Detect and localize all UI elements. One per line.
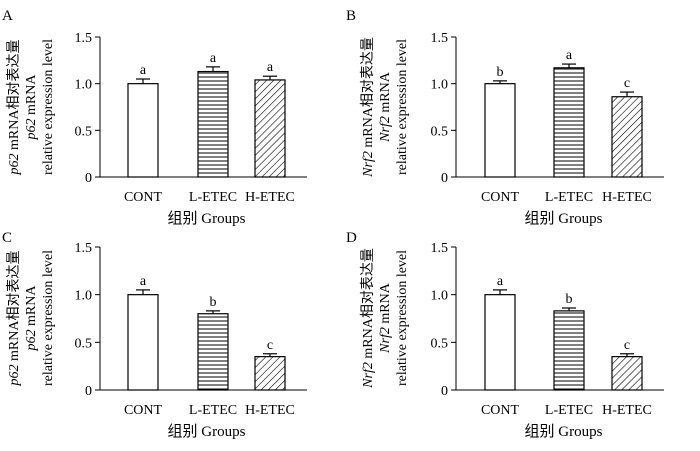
bar-cont (127, 83, 159, 178)
panel-letter: C (2, 230, 12, 246)
chart-panel-a: A 0 0.5 1.0 1.5 a CONT a L-ETEC a H-ETEC 组别 Groups p… (2, 8, 307, 227)
panel-letter: B (346, 8, 356, 24)
x-tick-label: H-ETEC (245, 190, 295, 205)
y-axis-title-gene: Nrf2 mRNA (378, 282, 393, 354)
y-tick-label: 0 (441, 384, 448, 399)
y-tick-label: 1.5 (75, 31, 93, 46)
y-axis-title-gene: Nrf2 mRNA (378, 71, 393, 143)
bar-h-etec (254, 79, 286, 178)
y-axis-title-gene: p62 mRNA (24, 74, 39, 141)
bar-l-etec (553, 67, 585, 178)
y-tick-label: 1.0 (431, 78, 449, 93)
x-axis-title: 组别 Groups (168, 423, 246, 440)
y-axis-title-cn: Nrf2 mRNA相对表达量 (360, 248, 376, 389)
y-tick-label: 1.5 (431, 241, 449, 256)
panel-letter: A (2, 8, 13, 24)
y-axis-title-cn: p62 mRNA相对表达量 (6, 40, 22, 176)
x-tick-label: L-ETEC (545, 190, 593, 205)
y-axis-title-cn: Nrf2 mRNA相对表达量 (360, 37, 376, 178)
y-tick-label: 0 (85, 384, 92, 399)
bar-h-etec (254, 356, 286, 391)
significance-letter: b (497, 65, 504, 80)
significance-letter: a (497, 274, 504, 289)
x-tick-label: L-ETEC (545, 403, 593, 418)
bar-cont (127, 294, 159, 391)
significance-letter: c (624, 76, 630, 91)
x-axis-title: 组别 Groups (168, 210, 246, 227)
y-axis-title-en: relative expression level (41, 39, 56, 175)
y-tick-label: 0.5 (431, 336, 449, 351)
y-tick-label: 0.5 (75, 336, 93, 351)
y-tick-label: 1.0 (75, 78, 93, 93)
significance-letter: b (566, 292, 573, 307)
y-axis-title-gene: p62 mRNA (24, 285, 39, 352)
bar-h-etec (611, 96, 643, 178)
significance-letter: a (210, 51, 217, 66)
y-axis-title-cn: p62 mRNA相对表达量 (6, 251, 22, 387)
significance-letter: b (210, 295, 217, 310)
y-tick-label: 0.5 (75, 124, 93, 139)
chart-panel-d: D 0 0.5 1.0 1.5 a CONT b L-ETEC c H-ETEC 组别 Groups N… (346, 230, 664, 440)
bar-l-etec (553, 310, 585, 391)
significance-letter: a (140, 63, 147, 78)
significance-letter: a (267, 60, 274, 75)
y-axis-title-en: relative expression level (395, 250, 410, 386)
significance-letter: a (566, 48, 573, 63)
x-tick-label: L-ETEC (189, 403, 237, 418)
x-tick-label: H-ETEC (245, 403, 295, 418)
x-tick-label: CONT (124, 190, 163, 205)
bar-l-etec (197, 70, 229, 178)
bar-l-etec (197, 313, 229, 391)
y-tick-label: 0.5 (431, 124, 449, 139)
x-tick-label: L-ETEC (189, 190, 237, 205)
y-tick-label: 1.0 (431, 289, 449, 304)
bar-cont (484, 294, 516, 391)
x-tick-label: H-ETEC (602, 403, 652, 418)
x-tick-label: CONT (124, 403, 163, 418)
chart-panel-b: B 0 0.5 1.0 1.5 b CONT a L-ETEC c H-ETEC 组别 Groups N… (346, 8, 664, 227)
y-axis-title: p62 mRNA相对表达量 p62 mRNA relative expression… (6, 39, 56, 176)
y-axis-title-en: relative expression level (395, 39, 410, 175)
x-axis-title: 组别 Groups (525, 423, 603, 440)
significance-letter: c (267, 338, 273, 353)
bar-h-etec (611, 356, 643, 391)
y-tick-label: 1.0 (75, 289, 93, 304)
y-tick-label: 1.5 (431, 31, 449, 46)
x-tick-label: H-ETEC (602, 190, 652, 205)
panel-letter: D (346, 230, 357, 246)
x-tick-label: CONT (481, 403, 520, 418)
y-tick-label: 1.5 (75, 241, 93, 256)
x-tick-label: CONT (481, 190, 520, 205)
y-axis-title: Nrf2 mRNA相对表达量 Nrf2 mRNA relative expressi… (360, 248, 410, 389)
y-tick-label: 0 (441, 171, 448, 186)
y-axis-title: p62 mRNA相对表达量 p62 mRNA relative expression… (6, 250, 56, 387)
x-axis-title: 组别 Groups (525, 210, 603, 227)
bar-cont (484, 83, 516, 178)
significance-letter: a (140, 274, 147, 289)
chart-panel-c: C 0 0.5 1.0 1.5 a CONT b L-ETEC c H-ETEC 组别 Groups p… (2, 230, 307, 440)
y-axis-title: Nrf2 mRNA相对表达量 Nrf2 mRNA relative expressi… (360, 37, 410, 178)
y-tick-label: 0 (85, 171, 92, 186)
y-axis-title-en: relative expression level (41, 250, 56, 386)
significance-letter: c (624, 338, 630, 353)
